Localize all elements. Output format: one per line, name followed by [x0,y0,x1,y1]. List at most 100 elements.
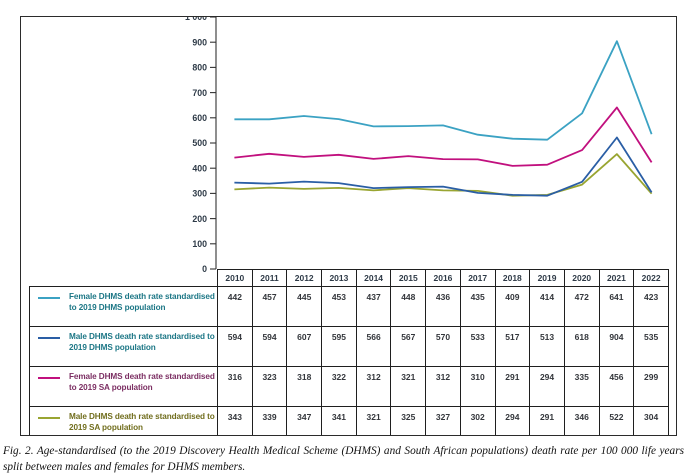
value-cell: 517 [494,326,531,367]
value-cell: 453 [321,286,357,327]
value-cell: 566 [355,326,392,367]
value-cell: 321 [390,366,427,407]
value-cell: 312 [355,366,392,407]
series-line-2 [234,153,653,197]
value-cell: 567 [390,326,427,367]
value-cell: 513 [529,326,565,367]
value-cell: 316 [217,366,253,407]
value-cell: 904 [598,326,635,367]
figure-panel: 0 100 200 300 400 500 600 700 800 900 1 000 2010 20… [20,16,677,436]
value-cell: 322 [321,366,357,407]
year-header-row: 2010 2011 2012 2013 2014 2015 2016 2017 2018 2019… [30,269,669,287]
figure-caption: Fig. 2. Age-standardised (to the 2019 Di… [3,445,684,474]
series-line-3 [234,136,653,197]
y-axis-tick-label: 700 [192,88,207,98]
value-cell: 318 [286,366,323,407]
value-cell: 323 [251,366,288,407]
y-axis-tick-label: 300 [192,189,207,199]
y-axis-tick-label: 100 [192,239,207,249]
year-header-cell: 2022 [633,269,669,287]
legend-line-swatch [38,297,60,299]
year-header-cell: 2016 [425,269,461,287]
value-cell: 347 [286,406,323,435]
value-cell: 448 [390,286,427,327]
year-header-cell: 2011 [251,269,288,287]
value-cell: 304 [633,406,669,435]
death-rate-line-chart: 0 100 200 300 400 500 600 700 800 900 1 000 [185,17,653,274]
table-row: Male DHMS death rate standardised to 201… [29,406,669,435]
value-cell: 302 [459,406,496,435]
value-cell: 594 [217,326,253,367]
value-cell: 435 [459,286,496,327]
legend-line-swatch [38,417,60,419]
table-row: Male DHMS death rate standardised to 201… [29,326,669,367]
series-line-1 [234,40,653,141]
series-line-0 [234,106,653,167]
value-cell: 346 [563,406,600,435]
data-table: 2010 2011 2012 2013 2014 2015 2016 2017 2018 2019… [29,269,669,435]
value-cell: 436 [425,286,461,327]
value-cell: 310 [459,366,496,407]
value-cell: 321 [355,406,392,435]
y-axis-tick-label: 0 [202,264,207,274]
table-row: Female DHMS death rate standardised to 2… [29,366,669,407]
value-cell: 457 [251,286,288,327]
value-cell: 327 [425,406,461,435]
value-cell: 618 [563,326,600,367]
legend-label-cell: Male DHMS death rate standardised to 201… [29,406,218,435]
value-cell: 607 [286,326,323,367]
value-cell: 409 [494,286,531,327]
value-cell: 294 [529,366,565,407]
legend-line-swatch [38,337,60,339]
value-cell: 341 [321,406,357,435]
value-cell: 522 [598,406,635,435]
legend-label-text: Male DHMS death rate standardised to 201… [69,412,215,432]
value-cell: 291 [529,406,565,435]
y-axis-tick-label: 500 [192,138,207,148]
value-cell: 445 [286,286,323,327]
value-cell: 299 [633,366,669,407]
value-cell: 335 [563,366,600,407]
y-axis-tick-label: 1 000 [185,17,207,22]
legend-label-cell: Female DHMS death rate standardised to 2… [29,366,218,407]
value-cell: 472 [563,286,600,327]
value-cell: 570 [425,326,461,367]
value-cell: 437 [355,286,392,327]
value-cell: 533 [459,326,496,367]
value-cell: 595 [321,326,357,367]
value-cell: 339 [251,406,288,435]
value-cell: 291 [494,366,531,407]
value-cell: 594 [251,326,288,367]
year-header-cell: 2015 [390,269,427,287]
data-table-body: 2010 2011 2012 2013 2014 2015 2016 2017 2018 2019… [29,269,669,435]
table-corner-cell [30,270,218,287]
value-cell: 442 [217,286,253,327]
year-header-cell: 2010 [217,269,253,287]
year-header-cell: 2020 [563,269,600,287]
legend-data-table-wrap: 2010 2011 2012 2013 2014 2015 2016 2017 2018 2019… [29,269,669,435]
year-header-cell: 2019 [529,269,565,287]
legend-line-swatch [38,377,60,379]
year-header-cell: 2012 [286,269,323,287]
value-cell: 423 [633,286,669,327]
value-cell: 456 [598,366,635,407]
y-axis-tick-label: 900 [192,37,207,47]
y-axis-tick-label: 400 [192,163,207,173]
value-cell: 414 [529,286,565,327]
value-cell: 535 [633,326,669,367]
value-cell: 641 [598,286,635,327]
table-row: Female DHMS death rate standardised to 2… [29,286,669,327]
year-header-cell: 2018 [494,269,531,287]
y-axis-tick-label: 200 [192,214,207,224]
value-cell: 325 [390,406,427,435]
value-cell: 294 [494,406,531,435]
value-cell: 312 [425,366,461,407]
year-header-cell: 2017 [459,269,496,287]
year-header-cell: 2021 [598,269,635,287]
legend-label-cell: Male DHMS death rate standardised to 201… [29,326,218,367]
year-header-cell: 2014 [355,269,392,287]
year-header-cell: 2013 [321,269,357,287]
value-cell: 343 [217,406,253,435]
y-axis-tick-label: 800 [192,63,207,73]
legend-label-cell: Female DHMS death rate standardised to 2… [29,286,218,327]
